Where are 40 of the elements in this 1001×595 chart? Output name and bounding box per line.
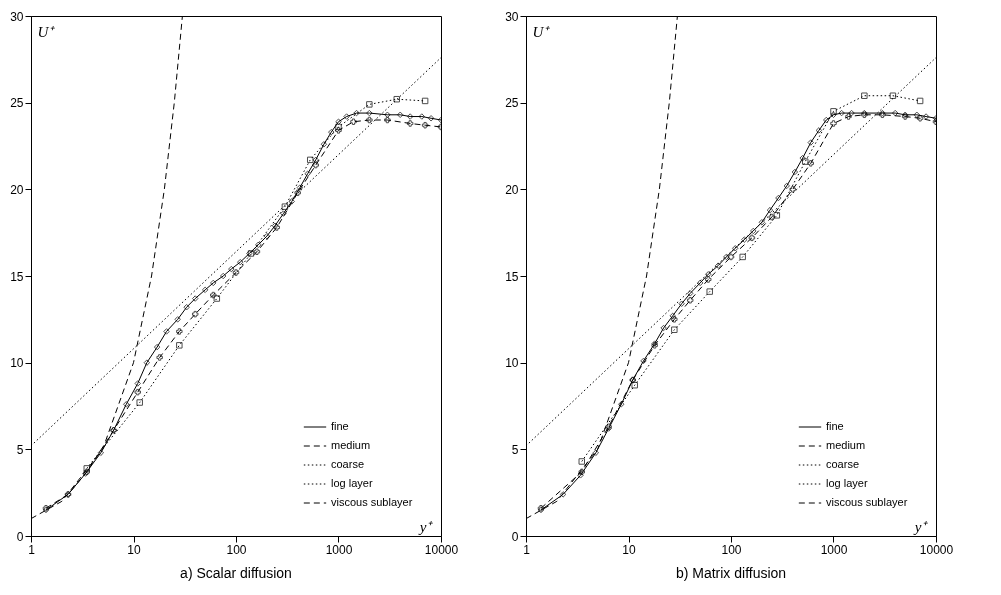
y-tick-label: 10 — [505, 356, 519, 371]
x-axis-title: y⁺ — [417, 518, 434, 535]
legend-label: viscous sublayer — [331, 496, 413, 508]
y-tick-label: 0 — [511, 529, 519, 544]
x-tick-label: 1 — [523, 542, 531, 557]
x-tick-label: 10 — [127, 542, 141, 557]
legend-label: log layer — [331, 477, 373, 489]
y-tick-label: 20 — [10, 182, 24, 197]
y-tick-label: 5 — [511, 442, 519, 457]
y-tick-label: 10 — [10, 356, 24, 371]
y-tick-label: 25 — [505, 96, 519, 111]
y-tick-label: 15 — [10, 269, 24, 284]
y-tick-label: 20 — [505, 182, 519, 197]
y-tick-label: 5 — [16, 442, 24, 457]
legend-label: fine — [826, 420, 844, 432]
y-tick-label: 30 — [505, 9, 519, 24]
legend-label: viscous sublayer — [826, 496, 908, 508]
legend-label: coarse — [826, 458, 860, 470]
y-axis-title: U⁺ — [532, 23, 551, 40]
x-axis-title: y⁺ — [912, 518, 929, 535]
x-tick-label: 100 — [721, 542, 742, 557]
legend-label: medium — [826, 439, 866, 451]
x-tick-label: 1000 — [820, 542, 848, 557]
legend-label: medium — [331, 439, 371, 451]
x-tick-label: 1000 — [325, 542, 353, 557]
x-tick-label: 100 — [226, 542, 247, 557]
y-tick-label: 0 — [16, 529, 24, 544]
legend-label: coarse — [331, 458, 365, 470]
x-tick-label: 10000 — [424, 542, 459, 557]
y-tick-label: 25 — [10, 96, 24, 111]
x-tick-label: 10 — [622, 542, 636, 557]
legend-label: fine — [331, 420, 349, 432]
text: a) Scalar diffusion — [180, 565, 292, 581]
text: b) Matrix diffusion — [675, 565, 787, 581]
y-tick-label: 15 — [505, 269, 519, 284]
x-tick-label: 10000 — [919, 542, 954, 557]
y-axis-title: U⁺ — [37, 23, 56, 40]
y-tick-label: 30 — [10, 9, 24, 24]
x-tick-label: 1 — [28, 542, 36, 557]
legend-label: log layer — [826, 477, 868, 489]
